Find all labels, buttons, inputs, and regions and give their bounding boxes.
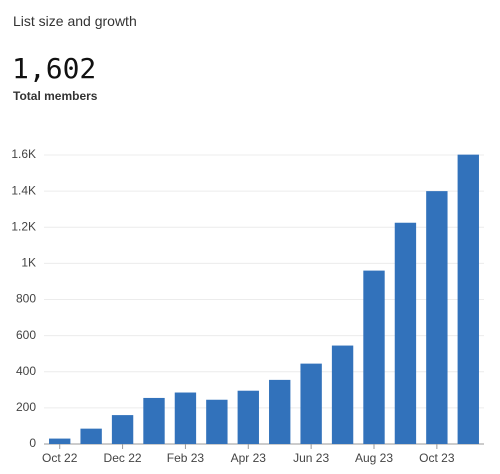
bar: [457, 154, 479, 445]
x-tick-label: Apr 23: [231, 451, 267, 465]
x-tick-label: Oct 22: [42, 451, 78, 465]
bar: [331, 345, 354, 444]
y-tick-label: 1.2K: [11, 219, 36, 233]
y-tick-label: 200: [16, 400, 36, 414]
x-tick-label: Jun 23: [293, 451, 329, 465]
bar: [269, 379, 291, 444]
y-tick-label: 1K: [21, 256, 36, 270]
y-tick-label: 800: [16, 292, 36, 306]
bar: [80, 428, 102, 444]
y-tick-label: 600: [16, 328, 36, 342]
x-tick-label: Feb 23: [167, 451, 205, 465]
y-tick-label: 0: [29, 436, 36, 450]
x-tick-label: Oct 23: [419, 451, 455, 465]
bar: [394, 222, 417, 444]
y-tick-label: 400: [16, 364, 36, 378]
y-tick-label: 1.4K: [11, 183, 36, 197]
total-label: Total members: [13, 89, 98, 103]
y-tick-label: 1.6K: [11, 147, 36, 161]
x-tick-label: Aug 23: [355, 451, 393, 465]
bar: [300, 363, 322, 444]
bar: [363, 270, 385, 444]
bar: [426, 191, 448, 444]
bar: [174, 392, 197, 444]
bar: [237, 390, 259, 444]
total-value: 1,602: [12, 52, 97, 85]
bar: [143, 397, 165, 444]
card-title: List size and growth: [13, 13, 137, 29]
bar: [206, 399, 228, 444]
bar: [111, 415, 134, 444]
x-tick-label: Dec 22: [104, 451, 142, 465]
bar: [49, 438, 71, 444]
